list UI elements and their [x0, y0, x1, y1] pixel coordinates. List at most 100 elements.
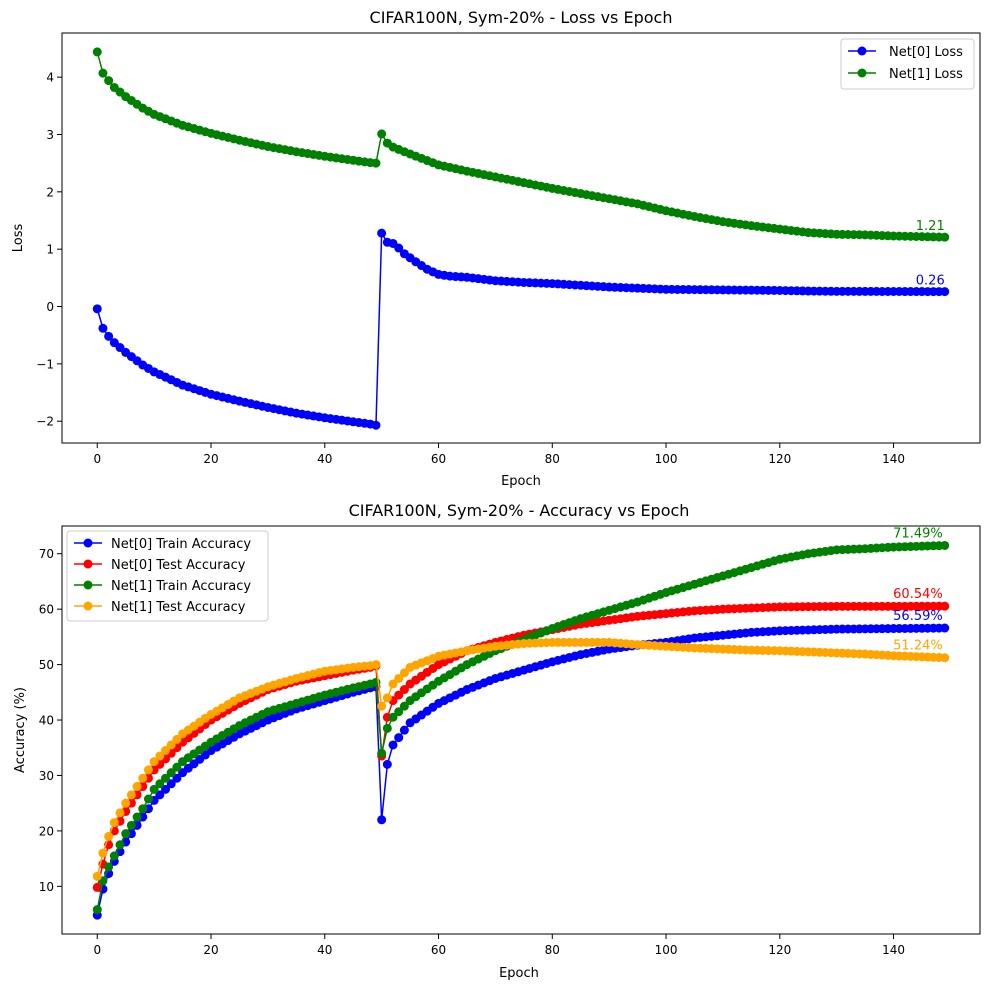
accuracy-y-tick-label-5: 60	[39, 603, 54, 617]
accuracy-series-group	[92, 540, 950, 920]
accuracy-series-3-point-3	[109, 818, 119, 828]
accuracy-series-3-point-1	[98, 848, 108, 858]
accuracy-series-3-point-6	[126, 790, 136, 800]
accuracy-series-1-point-53	[394, 690, 404, 700]
accuracy-legend-label-1: Net[0] Test Accuracy	[111, 558, 246, 573]
loss-legend-label-1: Net[1] Loss	[889, 67, 963, 82]
loss-legend-label-0: Net[0] Loss	[889, 45, 963, 60]
accuracy-legend-label-0: Net[0] Train Accuracy	[111, 537, 251, 552]
accuracy-y-tick-label-2: 30	[39, 769, 54, 783]
loss-x-tick-label-6: 120	[768, 452, 791, 466]
accuracy-legend-marker-0	[83, 538, 93, 548]
loss-series-1	[92, 47, 950, 242]
accuracy-series-3-point-9	[143, 765, 153, 775]
loss-series-0-point-49	[371, 420, 381, 430]
loss-series-1-point-50	[377, 129, 387, 139]
accuracy-series-3-point-52	[388, 679, 398, 689]
accuracy-series-2-point-4	[115, 840, 125, 850]
accuracy-series-3-point-13	[166, 740, 176, 750]
loss-series-0-point-149	[940, 287, 950, 297]
loss-series-group	[92, 47, 950, 430]
accuracy-series-0-point-54	[399, 725, 409, 735]
accuracy-end-label-1: 60.54%	[893, 587, 943, 602]
accuracy-series-2-point-10	[149, 784, 159, 794]
accuracy-y-ticks: 10 20 30 40 50 60 70	[39, 547, 62, 894]
loss-x-tick-label-3: 60	[431, 452, 446, 466]
loss-y-tick-label-6: 4	[46, 71, 54, 85]
accuracy-end-label-0: 56.59%	[893, 609, 943, 624]
accuracy-x-tick-label-0: 0	[93, 943, 101, 957]
accuracy-series-3-point-54	[399, 668, 409, 678]
accuracy-series-3-point-0	[92, 871, 102, 881]
loss-legend-entry-1: Net[1] Loss	[848, 67, 963, 82]
accuracy-series-2-point-6	[126, 820, 136, 830]
loss-series-1-point-1	[98, 68, 108, 78]
accuracy-series-3-point-53	[394, 673, 404, 683]
loss-series-0-point-2	[104, 331, 114, 341]
accuracy-series-3-point-49	[371, 660, 381, 670]
accuracy-series-3	[92, 637, 950, 881]
loss-y-axis-label: Loss	[11, 224, 26, 253]
accuracy-series-2-point-13	[166, 768, 176, 778]
loss-series-0	[92, 228, 950, 430]
accuracy-legend-marker-2	[83, 580, 93, 590]
accuracy-series-2-point-3	[109, 851, 119, 861]
accuracy-x-tick-label-3: 60	[431, 943, 446, 957]
accuracy-series-0-point-52	[388, 740, 398, 750]
accuracy-x-tick-label-7: 140	[882, 943, 905, 957]
accuracy-series-3-point-14	[172, 734, 182, 744]
accuracy-end-label-3: 51.24%	[893, 639, 943, 654]
loss-end-label-0: 0.26	[916, 274, 945, 289]
accuracy-legend: Net[0] Train Accuracy Net[0] Test Accura…	[66, 530, 269, 622]
accuracy-series-2-point-9	[143, 794, 153, 804]
accuracy-series-3-point-4	[115, 808, 125, 818]
accuracy-series-3-point-51	[382, 693, 392, 703]
loss-x-tick-label-4: 80	[545, 452, 560, 466]
accuracy-end-labels: 56.59% 60.54% 71.49% 51.24%	[893, 526, 943, 653]
loss-x-tick-label-1: 20	[203, 452, 218, 466]
accuracy-x-tick-label-2: 40	[317, 943, 332, 957]
loss-x-tick-label-5: 100	[655, 452, 678, 466]
accuracy-series-3-point-7	[132, 782, 142, 792]
loss-x-ticks: 0 20 40 60 80 100 120 140	[93, 443, 905, 466]
accuracy-legend-entry-1: Net[0] Test Accuracy	[74, 558, 246, 573]
loss-series-1-point-0	[92, 47, 102, 57]
accuracy-series-3-point-2	[104, 831, 114, 841]
accuracy-legend-label-2: Net[1] Train Accuracy	[111, 579, 251, 594]
accuracy-legend-entry-2: Net[1] Train Accuracy	[74, 579, 251, 594]
loss-y-tick-label-0: −2	[36, 415, 54, 429]
accuracy-series-2-point-53	[394, 707, 404, 717]
loss-y-ticks: −2 −1 0 1 2 3 4	[36, 71, 62, 429]
accuracy-x-tick-label-1: 20	[203, 943, 218, 957]
accuracy-series-2-point-0	[92, 905, 102, 915]
accuracy-series-2-point-149	[940, 540, 950, 550]
loss-end-labels: 0.26 1.21	[916, 219, 945, 288]
accuracy-series-0-point-149	[940, 623, 950, 633]
loss-legend-marker-1	[857, 68, 867, 78]
accuracy-x-tick-label-6: 120	[768, 943, 791, 957]
loss-y-tick-label-5: 3	[46, 128, 54, 142]
accuracy-series-3-point-10	[149, 757, 159, 767]
accuracy-series-0-point-14	[172, 773, 182, 783]
accuracy-legend-box	[66, 530, 269, 622]
accuracy-series-3-point-5	[121, 798, 131, 808]
accuracy-series-0-point-12	[161, 784, 171, 794]
accuracy-series-0-point-50	[377, 815, 387, 825]
accuracy-chart: CIFAR100N, Sym-20% - Accuracy vs Epoch 0…	[13, 501, 981, 981]
loss-y-tick-label-3: 1	[46, 243, 54, 257]
accuracy-y-tick-label-1: 20	[39, 824, 54, 838]
accuracy-series-2-point-14	[172, 762, 182, 772]
loss-y-tick-label-2: 0	[46, 300, 54, 314]
accuracy-y-tick-label-3: 40	[39, 714, 54, 728]
accuracy-y-tick-label-6: 70	[39, 547, 54, 561]
loss-plot-area	[61, 32, 981, 444]
loss-x-tick-label-7: 140	[882, 452, 905, 466]
loss-x-tick-label-2: 40	[317, 452, 332, 466]
accuracy-series-3-point-12	[161, 746, 171, 756]
loss-series-0-point-50	[377, 228, 387, 238]
loss-x-axis-label: Epoch	[501, 474, 541, 489]
loss-chart-title: CIFAR100N, Sym-20% - Loss vs Epoch	[370, 8, 673, 27]
accuracy-series-2-point-50	[377, 748, 387, 758]
loss-legend-marker-0	[857, 46, 867, 56]
loss-series-0-point-1	[98, 323, 108, 333]
